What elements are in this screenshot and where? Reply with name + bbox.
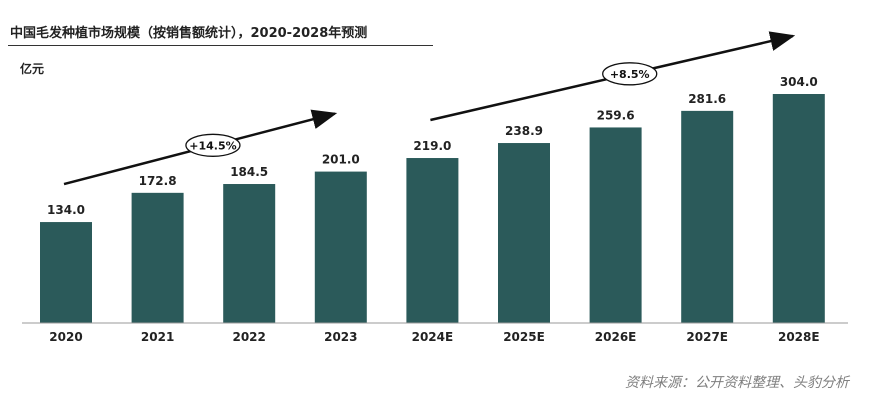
- bar-2022: [223, 184, 276, 323]
- value-label: 184.5: [230, 165, 268, 179]
- bar-2024E: [406, 158, 459, 323]
- bar-2021: [131, 192, 184, 323]
- growth-rate-badge: [602, 62, 658, 86]
- bar-2028E: [772, 94, 825, 323]
- value-label: 134.0: [47, 203, 85, 217]
- growth-rate-label: +8.5%: [610, 68, 650, 81]
- bar-2026E: [589, 127, 642, 324]
- value-label: 172.8: [139, 174, 177, 188]
- x-tick-label: 2027E: [686, 330, 728, 344]
- x-tick-label: 2021: [141, 330, 174, 344]
- source-note: 资料来源：公开资料整理、头豹分析: [625, 375, 849, 391]
- value-label: 238.9: [505, 124, 543, 138]
- bar-2020: [40, 222, 92, 323]
- x-tick-label: 2028E: [778, 330, 820, 344]
- title-underline: [8, 45, 433, 46]
- bar-2025E: [498, 143, 550, 323]
- bar-2027E: [681, 110, 734, 323]
- value-label: 281.6: [688, 92, 726, 106]
- chart-title: 中国毛发种植市场规模（按销售额统计），2020-2028年预测: [10, 26, 368, 41]
- bar-2023: [314, 171, 367, 323]
- value-label: 304.0: [780, 75, 818, 89]
- value-label: 259.6: [597, 108, 635, 122]
- x-tick-label: 2022: [232, 330, 265, 344]
- y-unit-label: 亿元: [20, 62, 45, 76]
- value-label: 201.0: [322, 153, 360, 167]
- x-tick-label: 2020: [49, 330, 82, 344]
- x-tick-label: 2024E: [412, 330, 454, 344]
- x-tick-label: 2023: [324, 330, 357, 344]
- growth-rate-badge: [185, 133, 241, 157]
- growth-rate-label: +14.5%: [189, 139, 236, 152]
- x-tick-label: 2025E: [503, 330, 545, 344]
- x-tick-label: 2026E: [595, 330, 637, 344]
- value-label: 219.0: [413, 139, 451, 153]
